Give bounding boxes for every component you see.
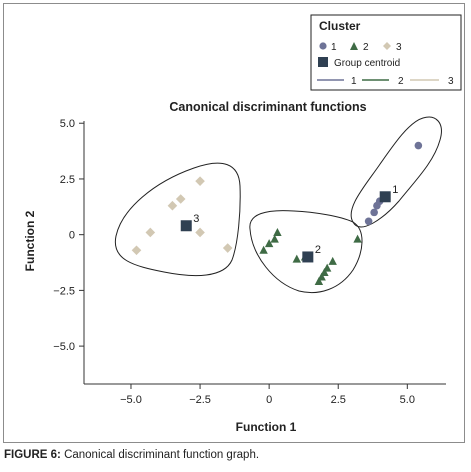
legend-marker-3 <box>383 42 391 50</box>
caption-text: Canonical discriminant function graph. <box>60 449 260 461</box>
centroid-cluster-3 <box>180 220 192 232</box>
y-tick-label: −5.0 <box>53 341 75 353</box>
legend-marker-label-1: 1 <box>331 42 337 53</box>
legend-marker-label-3: 3 <box>396 42 402 53</box>
chart-title: Canonical discriminant functions <box>169 100 366 114</box>
point-cluster-3 <box>222 243 233 253</box>
point-cluster-1 <box>414 141 423 150</box>
chart: −5.0 −2.5 0 2.5 5.0 5.0 2.5 0 −2.5 −5.0 Canonica… <box>23 14 462 434</box>
hull-cluster-2 <box>249 210 363 294</box>
legend: Cluster 1 2 3 Group centroid 1 2 3 <box>310 14 462 91</box>
legend-line-label-1: 1 <box>351 76 357 87</box>
point-cluster-3 <box>195 176 205 186</box>
x-tick-label: 2.5 <box>331 394 346 406</box>
point-cluster-3 <box>175 194 186 204</box>
cluster-hulls <box>114 116 442 294</box>
point-cluster-3 <box>195 227 205 238</box>
point-cluster-2 <box>292 254 301 263</box>
point-cluster-2 <box>322 263 332 272</box>
figure-caption: FIGURE 6: Canonical discriminant functio… <box>4 449 259 461</box>
caption-label: FIGURE 6: <box>4 449 61 461</box>
point-cluster-2 <box>353 234 362 243</box>
x-tick-label: 0 <box>266 394 272 406</box>
x-tick-label: −5.0 <box>120 394 142 406</box>
legend-line-label-2: 2 <box>398 76 404 87</box>
point-cluster-2 <box>317 272 326 281</box>
legend-line-label-3: 3 <box>448 76 454 87</box>
legend-marker-2 <box>350 42 358 50</box>
legend-marker-1 <box>319 42 327 50</box>
y-axis-label: Function 2 <box>23 210 37 271</box>
point-cluster-3 <box>145 227 156 238</box>
legend-centroid-label: Group centroid <box>334 58 400 69</box>
y-tick-label: 5.0 <box>60 118 75 130</box>
point-cluster-1 <box>370 208 378 217</box>
legend-centroid-marker <box>318 57 328 67</box>
figure-frame: −5.0 −2.5 0 2.5 5.0 5.0 2.5 0 −2.5 −5.0 Canonica… <box>3 3 465 443</box>
legend-marker-label-2: 2 <box>363 42 369 53</box>
x-tick-label: −2.5 <box>189 394 211 406</box>
axes: −5.0 −2.5 0 2.5 5.0 5.0 2.5 0 −2.5 −5.0 <box>53 118 446 406</box>
point-cluster-3 <box>131 245 142 256</box>
point-cluster-2 <box>259 245 268 254</box>
legend-box <box>310 14 462 91</box>
point-cluster-2 <box>320 268 329 277</box>
point-cluster-3 <box>167 200 178 211</box>
point-cluster-2 <box>270 234 279 243</box>
y-tick-label: −2.5 <box>53 285 75 297</box>
point-cluster-2 <box>314 276 324 285</box>
point-cluster-1 <box>364 217 373 226</box>
point-cluster-2 <box>273 227 282 236</box>
centroid-cluster-1 <box>379 191 391 203</box>
point-cluster-2 <box>264 239 274 248</box>
hull-cluster-3 <box>114 162 241 277</box>
data-points <box>131 141 423 285</box>
hull-cluster-1 <box>350 116 442 228</box>
group-centroids: 1 2 3 <box>180 184 398 263</box>
x-axis-label: Function 1 <box>236 420 297 434</box>
legend-title: Cluster <box>319 19 361 33</box>
centroid-label-3: 3 <box>193 213 199 225</box>
point-cluster-2 <box>328 256 337 265</box>
centroid-cluster-2 <box>302 251 314 263</box>
centroid-label-1: 1 <box>392 184 398 196</box>
y-tick-label: 2.5 <box>60 174 75 186</box>
y-tick-label: 0 <box>69 230 75 242</box>
x-tick-label: 5.0 <box>400 394 415 406</box>
centroid-label-2: 2 <box>315 244 321 256</box>
